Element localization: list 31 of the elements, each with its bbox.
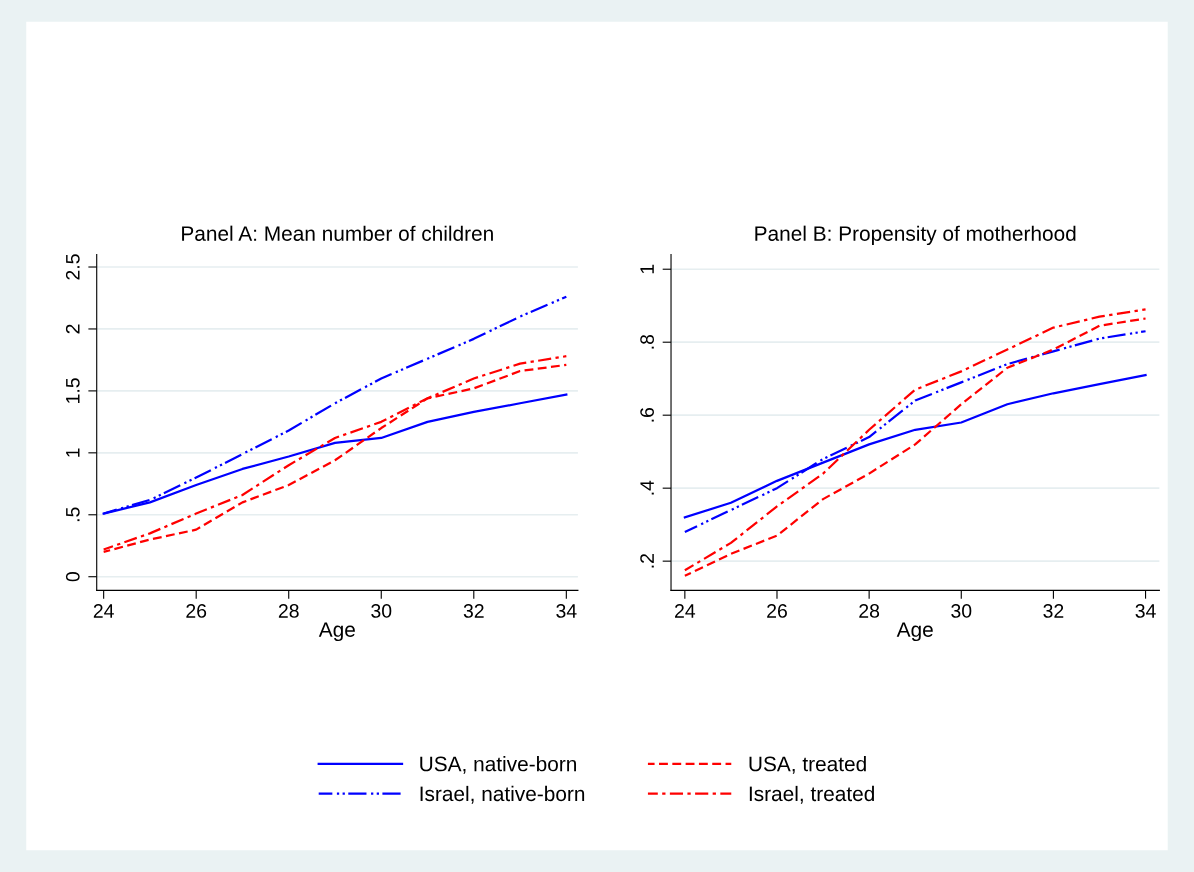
x-tick-label: 34 [1135,604,1156,618]
y-tick-label: 1 [640,264,654,274]
x-axis-title: Age [318,622,355,642]
x-tick-label: 34 [556,604,577,618]
y-tick-label: 1 [66,448,80,457]
y-tick-label: .8 [640,334,654,349]
y-tick-label: 1.5 [66,378,80,403]
legend-label: USA, treated [749,756,866,774]
x-tick-label: 28 [859,604,880,618]
x-tick-label: 32 [1043,604,1064,618]
x-tick-label: 24 [93,604,114,618]
x-tick-label: 26 [186,604,207,618]
x-axis-title: Age [896,622,933,642]
x-tick-label: 30 [951,604,972,618]
legend-label: Israel, native-born [420,785,585,804]
y-tick-label: 2 [65,324,80,334]
x-tick-label: 24 [675,604,696,618]
y-tick-label: 2.5 [65,254,80,280]
y-tick-label: .6 [640,407,654,422]
y-tick-label: 0 [65,572,80,582]
x-tick-label: 30 [371,604,392,618]
y-tick-label: .2 [640,554,654,568]
legend-label: USA, native-born [420,756,576,774]
y-tick-label: .4 [640,480,654,495]
chart-title: Panel B: Propensity of motherhood [755,225,1076,246]
x-tick-label: 28 [278,604,299,618]
legend-label: Israel, treated [749,785,874,804]
x-tick-label: 32 [463,604,484,618]
chart-title: Panel A: Mean number of children [182,225,493,241]
y-tick-label: .5 [66,507,80,522]
x-tick-label: 26 [767,604,787,618]
